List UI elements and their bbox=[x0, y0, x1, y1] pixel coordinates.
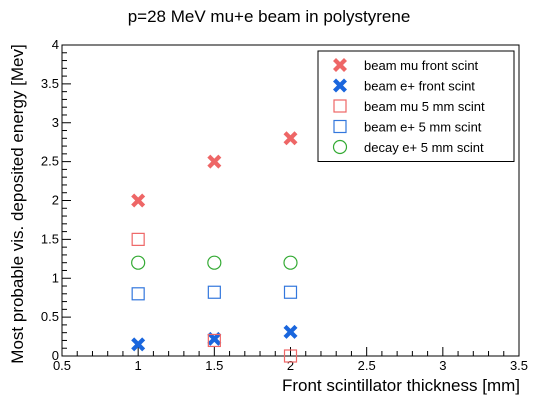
data-point bbox=[283, 131, 298, 146]
data-point bbox=[131, 287, 145, 301]
data-point bbox=[283, 324, 298, 339]
x-tick-label: 0.5 bbox=[53, 358, 71, 373]
cross-shape bbox=[131, 337, 146, 352]
axes: 0.5 1 1.5 2 2.5 3 3.500.511.522.533.54 bbox=[41, 37, 528, 373]
data-point bbox=[207, 154, 222, 169]
data-point bbox=[283, 349, 298, 363]
legend-marker bbox=[333, 58, 347, 72]
cross-shape bbox=[333, 78, 347, 93]
cross-shape bbox=[283, 131, 298, 146]
square-shape bbox=[131, 287, 145, 301]
legend-marker bbox=[333, 99, 347, 113]
series-4 bbox=[131, 255, 298, 270]
x-tick-label: 3 bbox=[439, 358, 446, 373]
data-point bbox=[283, 255, 298, 270]
x-tick-label: 2 bbox=[287, 358, 294, 373]
data-point bbox=[131, 232, 145, 246]
circle-shape bbox=[131, 255, 146, 270]
y-tick-label: 3 bbox=[52, 115, 59, 130]
y-tick-label: 1.5 bbox=[41, 231, 59, 246]
data-point bbox=[131, 255, 146, 270]
cross-shape bbox=[131, 193, 146, 208]
square-shape bbox=[207, 285, 221, 299]
data-point bbox=[207, 285, 221, 299]
series-3 bbox=[131, 285, 298, 301]
y-tick-label: 2 bbox=[52, 193, 59, 208]
legend-label: beam e+ front scint bbox=[364, 79, 475, 94]
y-tick-label: 3.5 bbox=[41, 76, 59, 91]
data-marks bbox=[131, 131, 298, 363]
square-shape bbox=[333, 119, 347, 134]
y-tick-label: 4 bbox=[52, 37, 59, 52]
x-axis-label: Front scintillator thickness [mm] bbox=[281, 376, 520, 395]
x-tick-label: 2.5 bbox=[358, 358, 376, 373]
x-tick-label: 3.5 bbox=[510, 358, 528, 373]
legend-box bbox=[317, 50, 515, 162]
legend-marker bbox=[333, 78, 347, 93]
square-shape bbox=[283, 285, 298, 299]
square-shape bbox=[207, 333, 221, 348]
data-point bbox=[207, 333, 221, 348]
legend-marker bbox=[332, 139, 348, 155]
circle-shape bbox=[332, 139, 348, 155]
series-1 bbox=[131, 324, 298, 352]
legend-label: beam mu front scint bbox=[364, 58, 479, 73]
data-point bbox=[283, 285, 298, 299]
data-point bbox=[207, 331, 222, 346]
series-0 bbox=[131, 131, 298, 208]
series-2 bbox=[131, 232, 298, 363]
legend-label: decay e+ 5 mm scint bbox=[364, 140, 484, 155]
chart-title: p=28 MeV mu+e beam in polystyrene bbox=[127, 7, 411, 26]
legend-label: beam e+ 5 mm scint bbox=[364, 120, 482, 135]
y-tick-label: 0 bbox=[52, 348, 59, 363]
y-tick-label: 0.5 bbox=[41, 309, 59, 324]
cross-shape bbox=[207, 154, 222, 169]
legend-marker bbox=[333, 119, 347, 134]
square-shape bbox=[131, 232, 145, 246]
cross-shape bbox=[283, 324, 298, 339]
x-tick-label: 1.5 bbox=[205, 358, 223, 373]
square-shape bbox=[283, 349, 298, 363]
legend-label: beam mu 5 mm scint bbox=[364, 99, 485, 114]
legend: beam mu front scint beam e+ front scint be… bbox=[317, 50, 515, 162]
y-tick-label: 2.5 bbox=[41, 154, 59, 169]
cross-shape bbox=[333, 58, 347, 72]
data-point bbox=[131, 193, 146, 208]
square-shape bbox=[333, 99, 347, 113]
y-tick-label: 1 bbox=[52, 270, 59, 285]
data-point bbox=[131, 337, 146, 352]
cross-shape bbox=[207, 331, 222, 346]
data-point bbox=[207, 255, 222, 270]
x-tick-label: 1 bbox=[135, 358, 142, 373]
circle-shape bbox=[283, 255, 298, 270]
circle-shape bbox=[207, 255, 222, 270]
